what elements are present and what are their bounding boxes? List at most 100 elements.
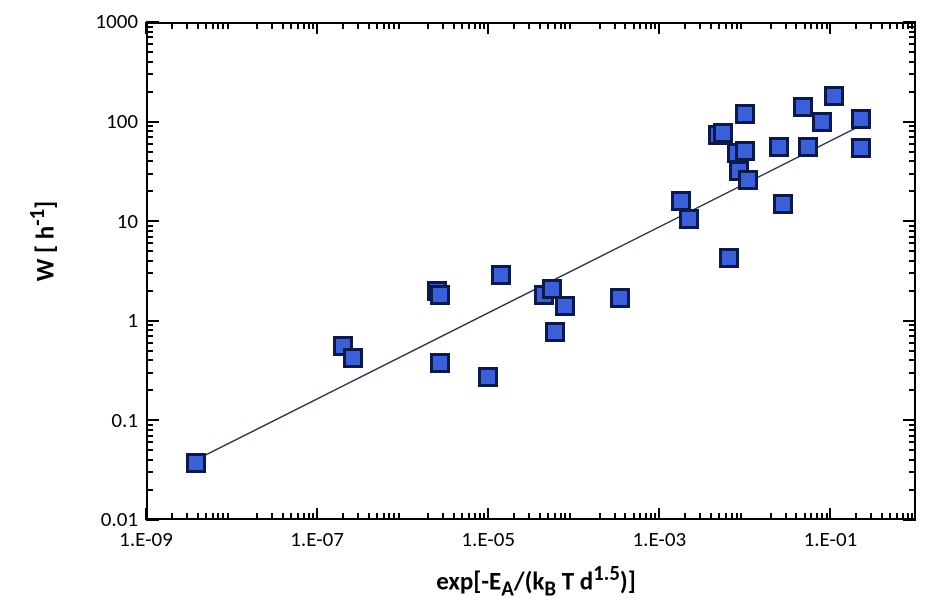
y-minor-tick	[146, 389, 153, 391]
y-minor-tick	[909, 324, 916, 326]
data-point	[343, 348, 363, 368]
data-point	[719, 248, 739, 268]
y-minor-tick	[909, 36, 916, 38]
y-minor-tick	[146, 342, 153, 344]
x-minor-tick	[614, 513, 616, 520]
x-minor-tick	[442, 22, 444, 29]
y-minor-tick	[909, 424, 916, 426]
y-minor-tick	[146, 429, 153, 431]
x-minor-tick	[513, 513, 515, 520]
x-minor-tick	[308, 22, 310, 29]
data-point	[545, 322, 565, 342]
y-minor-tick	[146, 43, 153, 45]
x-minor-tick	[442, 513, 444, 520]
y-minor-tick	[909, 225, 916, 227]
data-point	[735, 104, 755, 124]
x-minor-tick	[398, 22, 400, 29]
x-minor-tick	[736, 513, 738, 520]
x-minor-tick	[624, 22, 626, 29]
y-minor-tick	[146, 290, 153, 292]
y-minor-tick	[909, 441, 916, 443]
data-point	[430, 353, 450, 373]
x-minor-tick	[197, 22, 199, 29]
x-minor-tick	[222, 513, 224, 520]
x-minor-tick	[718, 513, 720, 520]
y-minor-tick	[909, 372, 916, 374]
y-minor-tick	[146, 260, 153, 262]
data-point	[430, 285, 450, 305]
data-point	[610, 288, 630, 308]
y-minor-tick	[146, 459, 153, 461]
y-minor-tick	[146, 250, 153, 252]
data-point	[851, 109, 871, 129]
x-minor-tick	[539, 513, 541, 520]
data-point	[793, 97, 813, 117]
x-tick-label: 1.E-03	[633, 526, 687, 552]
x-axis-label: exp[-EA/(kB T d1.5)]	[391, 560, 681, 601]
y-major-tick	[146, 121, 159, 123]
x-minor-tick	[826, 22, 828, 29]
x-minor-tick	[342, 22, 344, 29]
y-minor-tick	[909, 350, 916, 352]
x-minor-tick	[699, 513, 701, 520]
y-minor-tick	[909, 471, 916, 473]
y-minor-tick	[909, 43, 916, 45]
x-minor-tick	[368, 22, 370, 29]
y-minor-tick	[909, 160, 916, 162]
y-major-tick	[146, 21, 159, 23]
x-minor-tick	[795, 513, 797, 520]
data-point	[713, 123, 733, 143]
x-minor-tick	[902, 22, 904, 29]
x-minor-tick	[855, 513, 857, 520]
x-minor-tick	[804, 22, 806, 29]
x-major-tick	[316, 22, 318, 34]
x-minor-tick	[376, 22, 378, 29]
x-minor-tick	[342, 513, 344, 520]
x-minor-tick	[217, 513, 219, 520]
y-major-tick	[146, 419, 159, 421]
x-minor-tick	[528, 22, 530, 29]
x-minor-tick	[821, 513, 823, 520]
x-minor-tick	[633, 513, 635, 520]
x-minor-tick	[770, 513, 772, 520]
x-minor-tick	[785, 513, 787, 520]
y-minor-tick	[146, 272, 153, 274]
data-point	[186, 453, 206, 473]
data-point	[812, 112, 832, 132]
x-minor-tick	[197, 513, 199, 520]
y-tick-label: 1	[127, 307, 138, 333]
y-minor-tick	[909, 342, 916, 344]
x-minor-tick	[902, 513, 904, 520]
x-minor-tick	[560, 513, 562, 520]
x-minor-tick	[222, 22, 224, 29]
x-minor-tick	[684, 22, 686, 29]
y-minor-tick	[146, 329, 153, 331]
x-tick-label: 1.E-09	[119, 526, 173, 552]
y-tick-label: 10	[117, 208, 138, 234]
x-minor-tick	[256, 22, 258, 29]
x-minor-tick	[624, 513, 626, 520]
x-minor-tick	[569, 513, 571, 520]
x-minor-tick	[368, 513, 370, 520]
y-tick-label: 0.1	[111, 407, 138, 433]
x-minor-tick	[896, 22, 898, 29]
x-minor-tick	[479, 513, 481, 520]
y-minor-tick	[146, 350, 153, 352]
y-major-tick	[146, 320, 159, 322]
x-major-tick	[145, 508, 147, 520]
y-major-tick	[903, 21, 916, 23]
scatter-chart: W [ h-1] exp[-EA/(kB T d1.5)] 0.010.1110…	[0, 0, 940, 612]
y-minor-tick	[909, 290, 916, 292]
y-minor-tick	[146, 151, 153, 153]
x-minor-tick	[427, 22, 429, 29]
x-minor-tick	[539, 22, 541, 29]
y-minor-tick	[909, 429, 916, 431]
x-minor-tick	[205, 22, 207, 29]
y-minor-tick	[146, 324, 153, 326]
y-minor-tick	[909, 31, 916, 33]
y-minor-tick	[146, 160, 153, 162]
x-minor-tick	[205, 513, 207, 520]
x-minor-tick	[271, 513, 273, 520]
x-minor-tick	[547, 22, 549, 29]
data-point	[773, 194, 793, 214]
